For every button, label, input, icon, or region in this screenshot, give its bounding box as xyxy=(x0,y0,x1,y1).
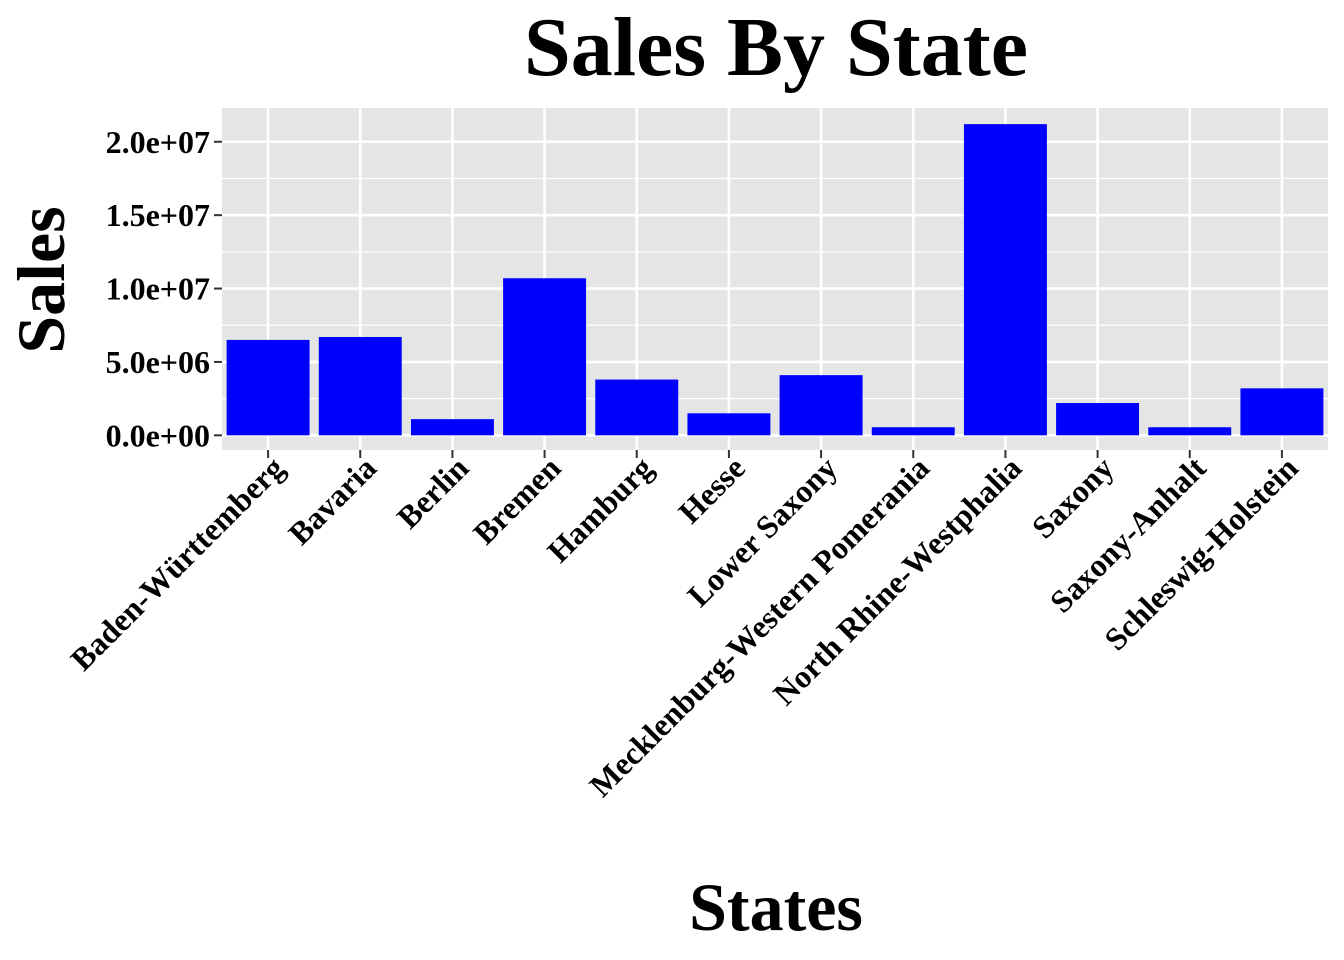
bar xyxy=(318,336,402,436)
chart-title: Sales By State xyxy=(524,1,1028,94)
bar xyxy=(226,339,310,436)
bar xyxy=(595,379,679,436)
y-tick-label: 2.0e+07 xyxy=(106,124,210,160)
y-tick-label: 1.5e+07 xyxy=(106,197,210,233)
x-axis-title: States xyxy=(689,869,863,945)
x-tick-label: Bavaria xyxy=(281,449,383,551)
bar xyxy=(1056,403,1140,436)
x-tick-label: Mecklenburg-Western Pomerania xyxy=(582,449,936,803)
y-axis-title: Sales xyxy=(3,206,79,353)
bar xyxy=(963,124,1047,436)
x-tick-label: Berlin xyxy=(390,449,476,535)
x-tick-label: Baden-Württemberg xyxy=(63,449,291,677)
bar xyxy=(871,427,955,436)
plot-panel xyxy=(222,108,1328,450)
y-tick-label: 1.0e+07 xyxy=(106,271,210,307)
y-tick-label: 5.0e+06 xyxy=(106,344,210,380)
y-axis: 0.0e+00 5.0e+06 1.0e+07 1.5e+07 2.0e+07 xyxy=(106,124,222,453)
bar xyxy=(410,419,494,436)
y-tick-label: 0.0e+00 xyxy=(106,417,210,453)
bar xyxy=(779,375,863,436)
x-tick-label: Saxony-Anhalt xyxy=(1043,449,1213,619)
bar xyxy=(503,278,587,436)
bar xyxy=(1148,427,1232,436)
bar xyxy=(687,413,771,436)
x-tick-label: Hesse xyxy=(671,449,752,530)
bars xyxy=(226,124,1324,436)
bar xyxy=(1240,388,1324,436)
